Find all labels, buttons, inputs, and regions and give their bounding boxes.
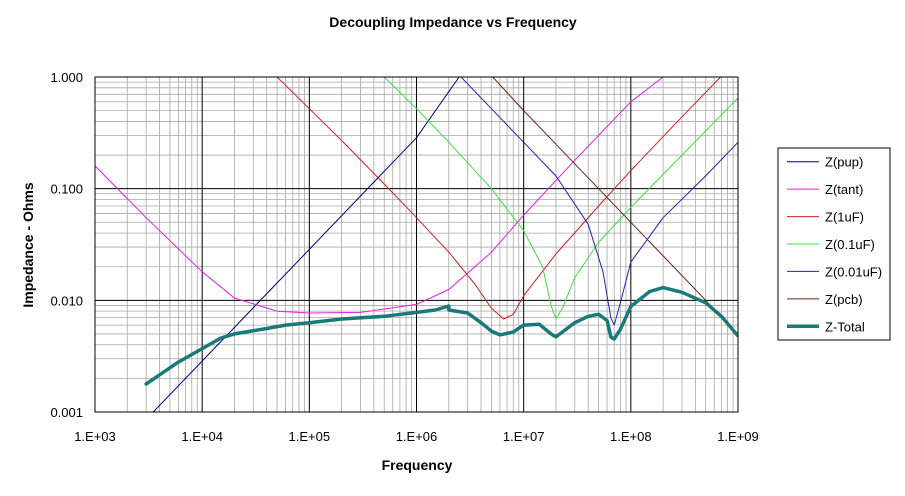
legend: Z(pup) Z(tant) Z(1uF) Z(0.1uF) Z(0.01uF) Z(pc…	[777, 147, 891, 341]
series-line-z-total	[144, 285, 738, 386]
series-line-z-pup	[152, 77, 460, 412]
plot-frame	[94, 76, 739, 413]
legend-label-z-0-01uf: Z(0.01uF)	[825, 264, 882, 279]
legend-label-z-total: Z-Total	[825, 319, 865, 334]
series-line-z-0-1uf	[383, 77, 738, 320]
chart-title: Decoupling Impedance vs Frequency	[329, 14, 577, 30]
legend-label-z-tant: Z(tant)	[825, 182, 863, 197]
x-tick-label: 1.E+03	[74, 429, 116, 444]
x-tick-label: 1.E+09	[717, 429, 759, 444]
series-group	[95, 77, 738, 412]
x-tick-label: 1.E+07	[503, 429, 545, 444]
x-tick-label: 1.E+04	[181, 429, 223, 444]
y-tick-label: 1.000	[50, 70, 83, 85]
legend-label-z-pcb: Z(pcb)	[825, 292, 863, 307]
series-line-z-1uf	[276, 77, 722, 320]
series-line-z-pcb	[492, 77, 738, 335]
x-tick-label: 1.E+08	[610, 429, 652, 444]
y-tick-label: 0.010	[50, 293, 83, 308]
y-axis-label: Impedance - Ohms	[20, 182, 36, 307]
x-tick-label: 1.E+05	[289, 429, 331, 444]
legend-label-z-0-1uf: Z(0.1uF)	[825, 237, 875, 252]
x-axis-label: Frequency	[382, 457, 453, 473]
series-line-z-tant	[95, 77, 664, 314]
x-tick-label: 1.E+06	[396, 429, 438, 444]
plot-area: 1.E+03 1.E+04 1.E+05 1.E+06 1.E+07 1.E+08 1.E+…	[50, 70, 759, 444]
grid	[94, 76, 739, 413]
y-tick-label: 0.100	[50, 182, 83, 197]
series-line-z-0-01uf	[460, 77, 738, 326]
legend-label-z-pup: Z(pup)	[825, 155, 863, 170]
legend-label-z-1uf: Z(1uF)	[825, 210, 864, 225]
y-tick-label: 0.001	[50, 405, 83, 420]
